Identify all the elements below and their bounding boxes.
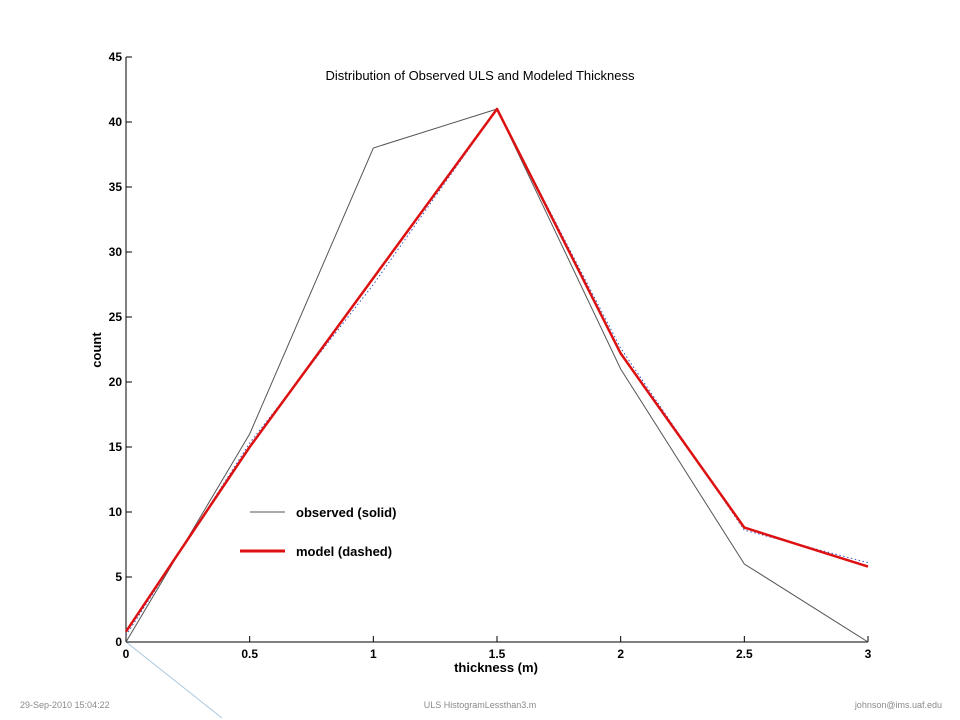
x-tick-label: 2.5 bbox=[736, 647, 753, 661]
legend: observed (solid) model (dashed) bbox=[240, 505, 396, 559]
x-tick-label: 0 bbox=[123, 647, 130, 661]
series-dotted-line bbox=[125, 108, 869, 636]
y-tick-label: 35 bbox=[109, 180, 123, 194]
legend-label-observed: observed (solid) bbox=[296, 505, 396, 520]
y-tick-label: 25 bbox=[109, 310, 123, 324]
y-tick-label: 40 bbox=[109, 115, 123, 129]
footer-timestamp: 29-Sep-2010 15:04:22 bbox=[20, 700, 110, 710]
series-observed-line bbox=[125, 108, 869, 643]
x-tick-label: 1 bbox=[370, 647, 377, 661]
x-tick-label: 0.5 bbox=[241, 647, 258, 661]
x-tick-label: 1.5 bbox=[489, 647, 506, 661]
y-tick-label: 45 bbox=[109, 50, 123, 64]
chart-title: Distribution of Observed ULS and Modeled… bbox=[325, 68, 635, 83]
footer-script-name: ULS HistogramLessthan3.m bbox=[423, 700, 537, 710]
x-tick-label: 2 bbox=[617, 647, 624, 661]
footer-email: johnson@ims.uaf.edu bbox=[854, 700, 942, 710]
y-tick-label: 0 bbox=[115, 635, 122, 649]
decor-diagonal-line bbox=[125, 641, 223, 719]
y-tick-label: 15 bbox=[109, 440, 123, 454]
y-axis-label: count bbox=[89, 332, 104, 368]
series-model-line bbox=[124, 107, 869, 633]
y-tick-label: 20 bbox=[109, 375, 123, 389]
y-tick-label: 5 bbox=[115, 570, 122, 584]
y-tick-label: 10 bbox=[109, 505, 123, 519]
legend-label-model: model (dashed) bbox=[296, 544, 392, 559]
y-tick-label: 30 bbox=[109, 245, 123, 259]
x-tick-label: 3 bbox=[865, 647, 872, 661]
series-layer bbox=[124, 107, 869, 643]
x-axis-label: thickness (m) bbox=[454, 660, 538, 675]
